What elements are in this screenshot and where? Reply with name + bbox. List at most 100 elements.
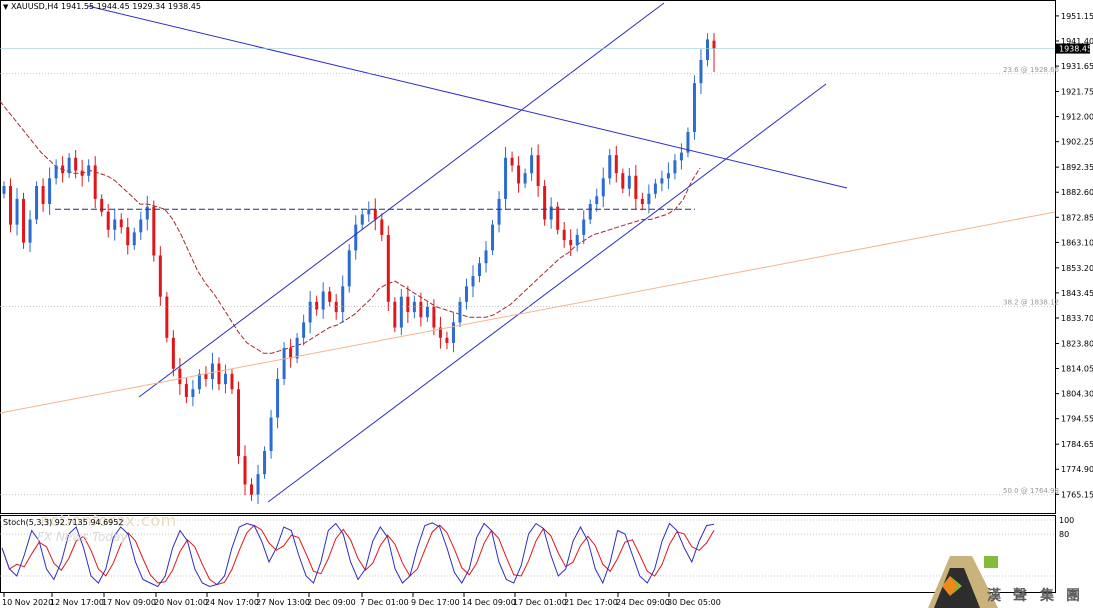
candle[interactable] — [263, 446, 267, 479]
candle[interactable] — [106, 204, 110, 238]
candle[interactable] — [530, 147, 534, 181]
candle[interactable] — [562, 222, 566, 248]
candle[interactable] — [360, 209, 364, 230]
candle[interactable] — [48, 167, 52, 215]
candle[interactable] — [478, 257, 482, 283]
candle[interactable] — [523, 168, 527, 189]
candle[interactable] — [269, 409, 273, 459]
dropdown-triangle-icon[interactable]: ▼ — [3, 3, 9, 11]
candle[interactable] — [210, 352, 214, 390]
candle[interactable] — [289, 338, 293, 368]
candle[interactable] — [504, 146, 508, 210]
candle[interactable] — [87, 159, 91, 182]
candle[interactable] — [575, 228, 579, 252]
candle[interactable] — [100, 194, 104, 217]
candle[interactable] — [393, 297, 397, 333]
candle[interactable] — [406, 285, 410, 323]
candle[interactable] — [315, 295, 319, 316]
candle[interactable] — [419, 292, 423, 327]
candle[interactable] — [61, 156, 65, 183]
candle[interactable] — [556, 201, 560, 235]
candle[interactable] — [35, 181, 39, 225]
candle[interactable] — [54, 159, 58, 185]
candle[interactable] — [582, 210, 586, 245]
candle[interactable] — [536, 144, 540, 197]
candle[interactable] — [601, 167, 605, 208]
candle[interactable] — [354, 215, 358, 260]
candle[interactable] — [686, 127, 690, 158]
candle[interactable] — [634, 164, 638, 210]
candle[interactable] — [386, 225, 390, 312]
candle[interactable] — [438, 316, 442, 349]
candle[interactable] — [425, 302, 429, 322]
candle[interactable] — [666, 162, 670, 190]
candle[interactable] — [484, 241, 488, 273]
candle[interactable] — [2, 181, 6, 199]
candle[interactable] — [510, 151, 514, 172]
candle[interactable] — [191, 379, 195, 407]
candle[interactable] — [126, 217, 130, 255]
candle[interactable] — [295, 333, 299, 364]
candle[interactable] — [74, 150, 78, 179]
candle[interactable] — [647, 184, 651, 214]
price-axis[interactable]: 1951.15 1941.40 1931.65 1921.75 1912.00 1902.… — [0, 12, 1093, 499]
candle[interactable] — [705, 33, 709, 67]
candle[interactable] — [432, 299, 436, 336]
candle[interactable] — [497, 191, 501, 233]
candle[interactable] — [152, 200, 156, 262]
candles-layer[interactable] — [2, 33, 716, 504]
candle[interactable] — [549, 197, 553, 229]
candle[interactable] — [93, 156, 97, 209]
candle[interactable] — [660, 170, 664, 192]
candle[interactable] — [588, 199, 592, 225]
candle[interactable] — [673, 154, 677, 180]
candle[interactable] — [276, 368, 280, 429]
candle[interactable] — [699, 49, 703, 94]
candle[interactable] — [569, 229, 573, 257]
candle[interactable] — [491, 220, 495, 255]
candle[interactable] — [132, 227, 136, 250]
candle[interactable] — [178, 357, 182, 395]
candle[interactable] — [679, 143, 683, 170]
candle[interactable] — [640, 192, 644, 211]
candle[interactable] — [451, 313, 455, 353]
candle[interactable] — [139, 211, 143, 241]
candle[interactable] — [373, 198, 377, 231]
candle[interactable] — [243, 445, 247, 496]
candle[interactable] — [256, 464, 260, 504]
candle[interactable] — [321, 282, 325, 319]
candle[interactable] — [341, 275, 345, 323]
candle[interactable] — [67, 153, 71, 178]
candle[interactable] — [9, 178, 13, 233]
candle[interactable] — [15, 188, 19, 236]
candle[interactable] — [543, 179, 547, 226]
candle[interactable] — [464, 278, 468, 310]
candle[interactable] — [230, 369, 234, 394]
candle[interactable] — [236, 381, 240, 464]
candle[interactable] — [22, 192, 26, 249]
candle[interactable] — [308, 290, 312, 334]
candle[interactable] — [171, 330, 175, 377]
candle[interactable] — [282, 341, 286, 386]
candle[interactable] — [113, 208, 117, 241]
candle[interactable] — [692, 75, 696, 140]
candle[interactable] — [595, 188, 599, 212]
candle[interactable] — [347, 244, 351, 293]
candle[interactable] — [614, 145, 618, 183]
candle[interactable] — [458, 297, 462, 328]
candle[interactable] — [608, 149, 612, 185]
candle[interactable] — [653, 178, 657, 199]
candle[interactable] — [145, 195, 149, 231]
candle[interactable] — [119, 213, 123, 234]
candle[interactable] — [380, 213, 384, 242]
candle[interactable] — [445, 331, 449, 350]
candle[interactable] — [197, 369, 201, 394]
candle[interactable] — [204, 366, 208, 387]
candle[interactable] — [712, 33, 716, 73]
candle[interactable] — [302, 314, 306, 346]
candle[interactable] — [41, 178, 45, 212]
candle[interactable] — [328, 286, 332, 307]
candle[interactable] — [621, 168, 625, 194]
